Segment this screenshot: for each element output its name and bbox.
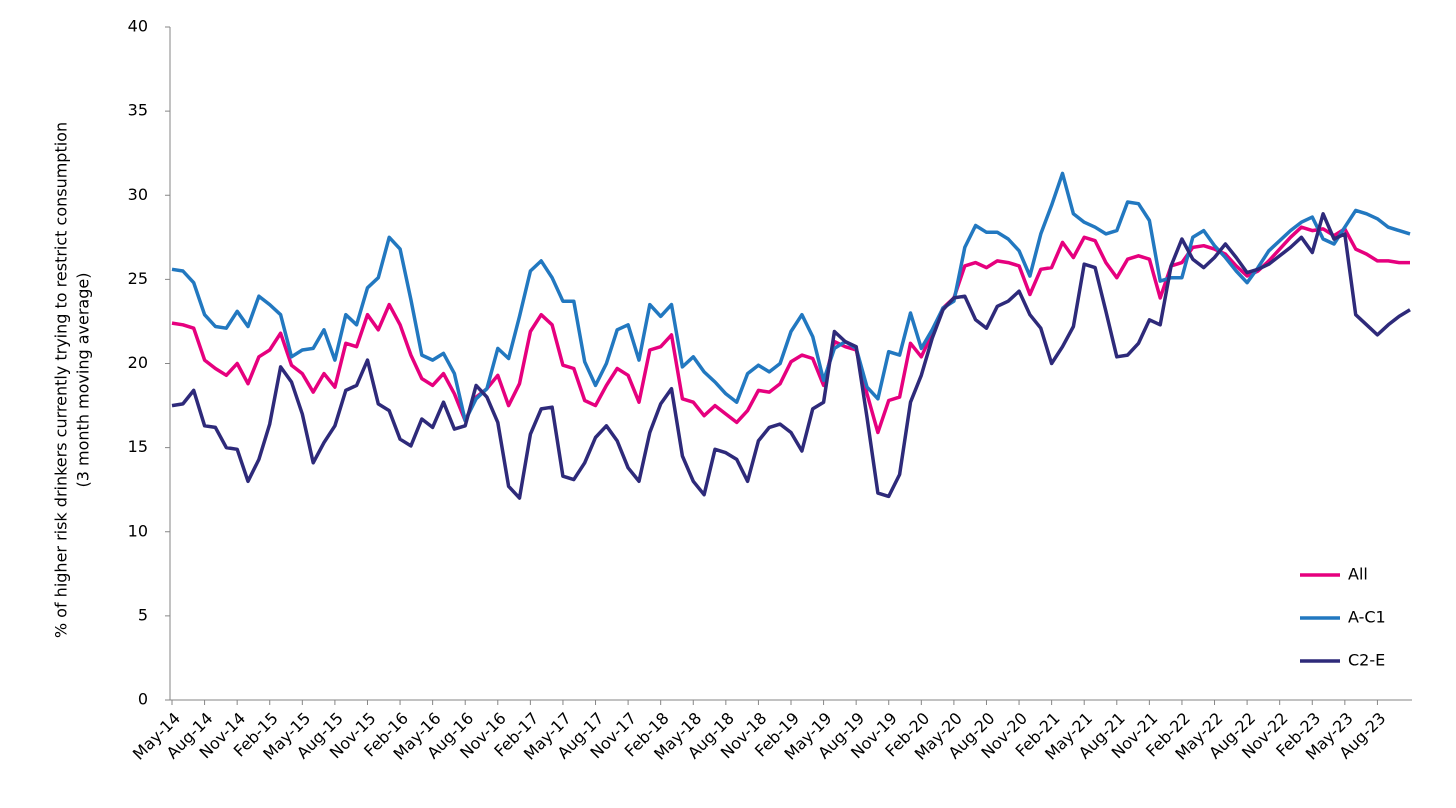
y-tick-label: 40 bbox=[128, 17, 148, 36]
y-tick-label: 30 bbox=[128, 185, 148, 204]
y-tick-label: 35 bbox=[128, 101, 148, 120]
y-axis-title-line: (3 month moving average) bbox=[74, 273, 93, 488]
y-tick-label: 10 bbox=[128, 521, 148, 540]
y-tick-label: 0 bbox=[138, 690, 148, 709]
y-tick-label: 20 bbox=[128, 353, 148, 372]
y-tick-label: 25 bbox=[128, 269, 148, 288]
y-tick-label: 5 bbox=[138, 605, 148, 624]
legend-label: C2-E bbox=[1348, 651, 1385, 670]
series-line bbox=[171, 171, 1411, 423]
legend-label: A-C1 bbox=[1348, 608, 1386, 627]
y-axis-title-line: % of higher risk drinkers currently tryi… bbox=[52, 122, 71, 638]
series-line bbox=[171, 225, 1410, 435]
y-tick-label: 15 bbox=[128, 437, 148, 456]
legend-label: All bbox=[1348, 565, 1368, 584]
y-axis-title: % of higher risk drinkers currently tryi… bbox=[52, 122, 93, 638]
series-line bbox=[171, 212, 1411, 500]
